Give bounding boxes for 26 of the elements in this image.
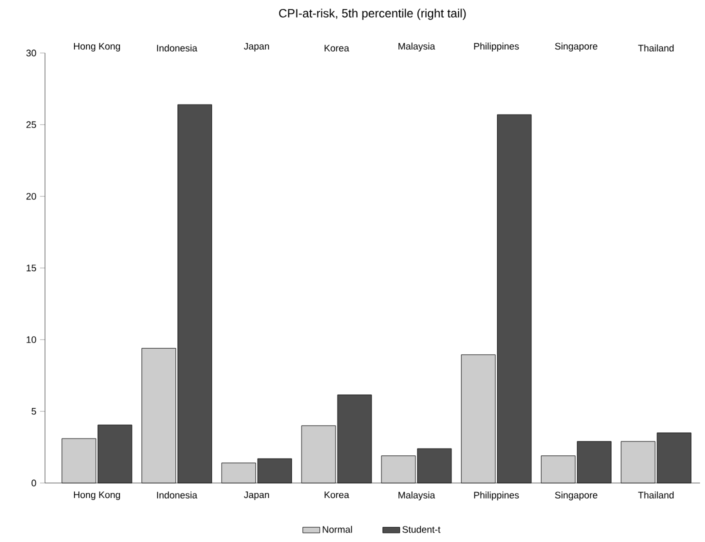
y-tick-label: 10 (26, 336, 36, 344)
legend-label: Normal (322, 526, 352, 533)
x-tick-label: Hong Kong (74, 42, 120, 52)
category-label: Indonesia (157, 492, 198, 498)
category-label: Korea (324, 492, 350, 498)
category-label: Singapore (555, 492, 598, 500)
y-tick-label: 15 (26, 264, 36, 272)
x-tick-label: Korea (324, 44, 350, 52)
category-label: Japan (244, 492, 269, 500)
x-tick-label: Indonesia (157, 44, 198, 52)
y-tick-label: 30 (26, 50, 36, 56)
x-tick-label: Singapore (555, 42, 598, 52)
x-tick-label: Thailand (638, 44, 674, 52)
x-tick-label: Philippines (474, 42, 519, 52)
legend-label: Student-t (402, 526, 440, 533)
x-tick-label: Malaysia (398, 42, 436, 52)
category-label: Thailand (638, 492, 674, 498)
x-tick-label: Japan (244, 42, 269, 52)
category-label: Hong Kong (74, 492, 120, 500)
chart-title: CPI-at-risk, 5th percentile (right tail) (279, 8, 466, 20)
category-label: Philippines (474, 492, 519, 500)
y-tick-label: 20 (26, 192, 36, 200)
category-label: Malaysia (398, 492, 436, 500)
y-tick-label: 5 (32, 408, 36, 415)
y-tick-label: 25 (26, 121, 36, 128)
y-tick-label: 0 (32, 480, 36, 486)
